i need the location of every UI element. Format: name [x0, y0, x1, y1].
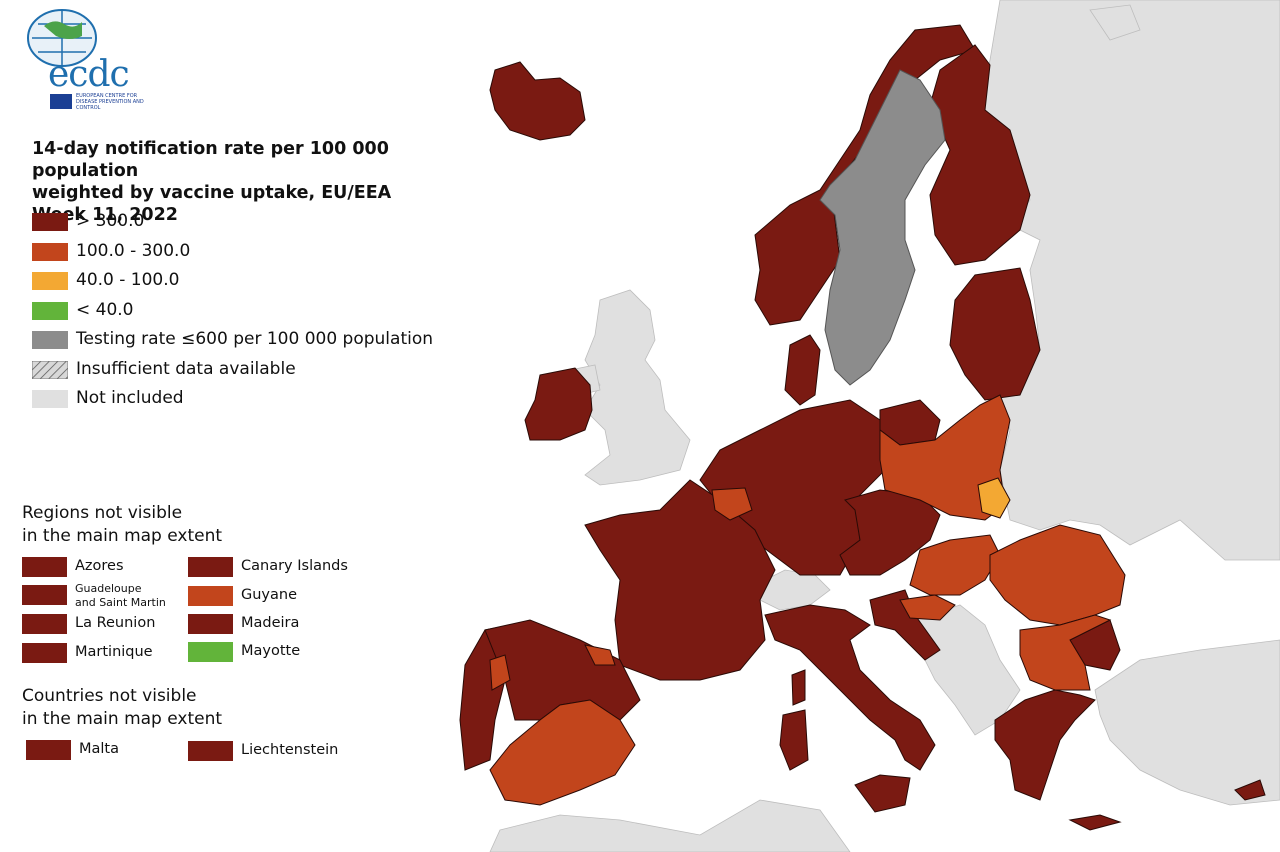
region-swatch: [188, 586, 233, 606]
logo-subtitle: EUROPEAN CENTRE FOR DISEASE PREVENTION A…: [76, 93, 144, 111]
spain-south-central-shape: [489, 699, 636, 806]
legend-swatch: [32, 272, 68, 290]
croatia-inland-shape: [899, 594, 956, 621]
corsica-shape: [791, 669, 806, 706]
regions-heading-line-1: Regions not visible: [22, 503, 183, 523]
region-swatch: [22, 585, 67, 605]
legend-label: 40.0 - 100.0: [76, 270, 180, 290]
crete-shape: [1068, 814, 1122, 831]
region-label: Martinique: [75, 644, 153, 660]
title-line-1: 14-day notification rate per 100 000 pop…: [32, 139, 389, 181]
legend-label: Insufficient data available: [76, 358, 296, 379]
poland-south-east-shape: [977, 477, 1011, 519]
finland-shape: [929, 44, 1031, 266]
sicily-shape: [854, 774, 911, 813]
legend-label: < 40.0: [76, 299, 134, 320]
portugal-north-orange: [489, 654, 511, 691]
region-label: Azores: [75, 558, 124, 574]
france-shape: [584, 479, 776, 681]
greece-shape: [994, 689, 1096, 801]
title-line-2: weighted by vaccine uptake, EU/EEA: [32, 183, 392, 203]
countries-heading-line-2: in the main map extent: [22, 709, 223, 729]
countries-heading-line-1: Countries not visible: [22, 686, 197, 706]
legend-swatch-hatched: [32, 360, 68, 379]
map-title: 14-day notification rate per 100 000 pop…: [32, 138, 492, 226]
region-label: La Reunion: [75, 615, 156, 631]
france-region-orange: [711, 487, 753, 521]
ireland-shape: [524, 367, 593, 441]
region-label-line-1: Guadeloupe: [75, 582, 142, 595]
eastern-europe-land: [979, 0, 1280, 561]
legend-label: Testing rate ≤600 per 100 000 population: [76, 329, 434, 349]
region-swatch: [22, 643, 67, 663]
region-label: Guadeloupe and Saint Martin: [75, 582, 166, 610]
country-label: Liechtenstein: [241, 742, 339, 758]
sweden-shape: [819, 69, 946, 386]
baltics-shape: [949, 267, 1041, 401]
region-label: Canary Islands: [241, 558, 348, 574]
region-swatch: [22, 557, 67, 577]
rate-40-100-regions: [977, 477, 1011, 519]
title-line-3: Week 11, 2022: [32, 205, 178, 225]
region-label: Guyane: [241, 587, 298, 603]
slovenia-croatia-shape: [869, 589, 941, 661]
eu-flag-icon: [50, 94, 72, 109]
legend-swatch: [32, 242, 68, 261]
poland-shape: [879, 394, 1011, 521]
non-included-land: [489, 0, 1280, 852]
region-swatch: [188, 614, 233, 634]
legend-swatch: [32, 331, 68, 349]
logo-wordmark: ecdc: [48, 54, 130, 95]
region-swatch: [188, 557, 233, 577]
cyprus-shape: [1234, 779, 1266, 801]
arctic-islands: [1089, 4, 1141, 41]
hungary-slovakia-shape: [909, 534, 1001, 596]
region-swatch: [22, 614, 67, 634]
region-label: Madeira: [241, 615, 300, 631]
regions-heading: Regions not visible in the main map exte…: [22, 502, 282, 548]
region-label: Mayotte: [241, 643, 301, 659]
denmark-shape: [784, 334, 821, 406]
testing-rate-regions: [819, 69, 946, 386]
countries-heading: Countries not visible in the main map ex…: [22, 685, 282, 731]
north-africa-land: [489, 799, 851, 852]
legend-swatch: [32, 301, 68, 320]
rate-over-300-regions: [459, 24, 1266, 831]
romania-shape: [989, 524, 1126, 626]
switzerland-land: [754, 569, 831, 611]
turkey-land: [1094, 639, 1280, 806]
spain-east-orange: [584, 644, 616, 666]
globe-icon: [27, 9, 97, 67]
great-britain-land: [584, 289, 691, 486]
region-label-line-2: and Saint Martin: [75, 596, 166, 609]
country-swatch: [188, 741, 233, 761]
legend-swatch: [32, 390, 68, 408]
region-swatch: [188, 642, 233, 662]
legend-label: > 300.0: [76, 211, 145, 231]
iceland-shape: [489, 61, 586, 141]
legend-label: 100.0 - 300.0: [76, 240, 191, 261]
country-label: Malta: [79, 741, 119, 757]
legend-swatch: [32, 213, 68, 231]
ecdc-logo: ecdc EUROPEAN CENTRE FOR DISEASE PREVENT…: [22, 6, 152, 116]
legend-label: Not included: [76, 388, 184, 408]
italy-shape: [764, 604, 936, 771]
rate-100-300-regions: [489, 394, 1126, 806]
country-swatch: [26, 740, 71, 760]
bulgaria-shape: [1019, 614, 1112, 691]
regions-heading-line-2: in the main map extent: [22, 526, 223, 546]
sardinia-shape: [779, 709, 809, 771]
